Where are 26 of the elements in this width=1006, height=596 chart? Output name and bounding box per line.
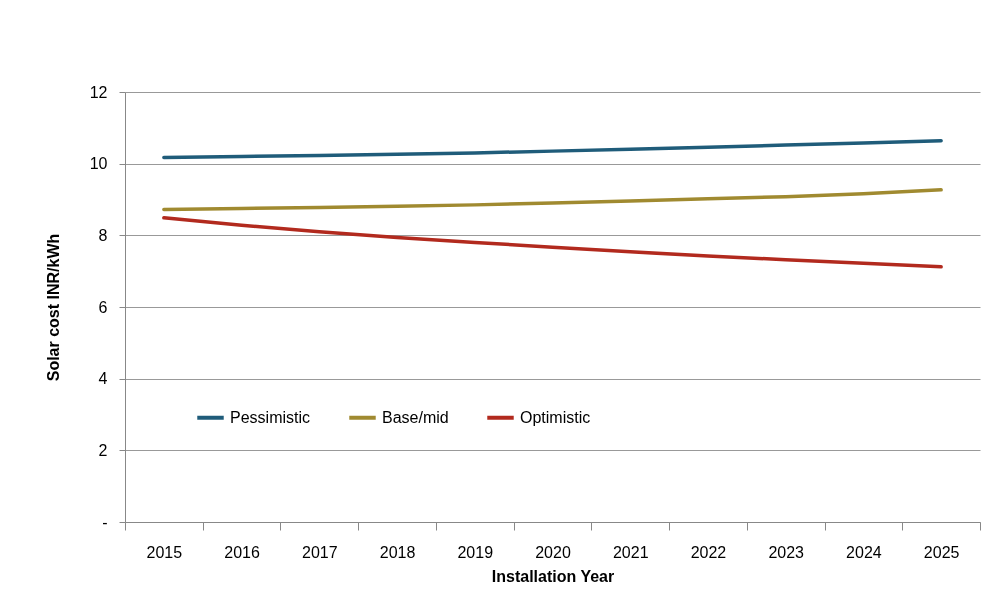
line-series bbox=[162, 138, 943, 160]
x-tick-label: 2015 bbox=[146, 543, 183, 561]
legend-label: Pessimistic bbox=[230, 408, 311, 426]
y-tick-label: - bbox=[102, 513, 108, 531]
legend-label: Optimistic bbox=[520, 408, 591, 426]
y-axis-title: Solar cost INR/kWh bbox=[44, 233, 62, 382]
x-tick-label: 2016 bbox=[224, 543, 260, 561]
x-tick-label: 2019 bbox=[457, 543, 494, 561]
x-tick-label: 2021 bbox=[612, 543, 649, 561]
x-tick-label: 2024 bbox=[846, 543, 882, 561]
line-series bbox=[162, 188, 943, 212]
x-tick-label: 2020 bbox=[535, 543, 571, 561]
legend-label: Base/mid bbox=[382, 408, 449, 426]
x-tick-label: 2022 bbox=[690, 543, 727, 561]
x-axis-title: Installation Year bbox=[491, 567, 615, 585]
x-tick-label: 2017 bbox=[302, 543, 338, 561]
y-tick-label: 12 bbox=[89, 83, 108, 101]
y-tick-label: 6 bbox=[98, 298, 108, 316]
x-tick-label: 2018 bbox=[379, 543, 416, 561]
x-tick-label: 2025 bbox=[923, 543, 960, 561]
y-tick-label: 10 bbox=[89, 155, 108, 173]
y-tick-label: 8 bbox=[98, 226, 108, 244]
y-tick-label: 4 bbox=[98, 370, 108, 388]
x-tick-label: 2023 bbox=[768, 543, 805, 561]
y-tick-label: 2 bbox=[98, 441, 108, 459]
line-series bbox=[162, 216, 943, 269]
